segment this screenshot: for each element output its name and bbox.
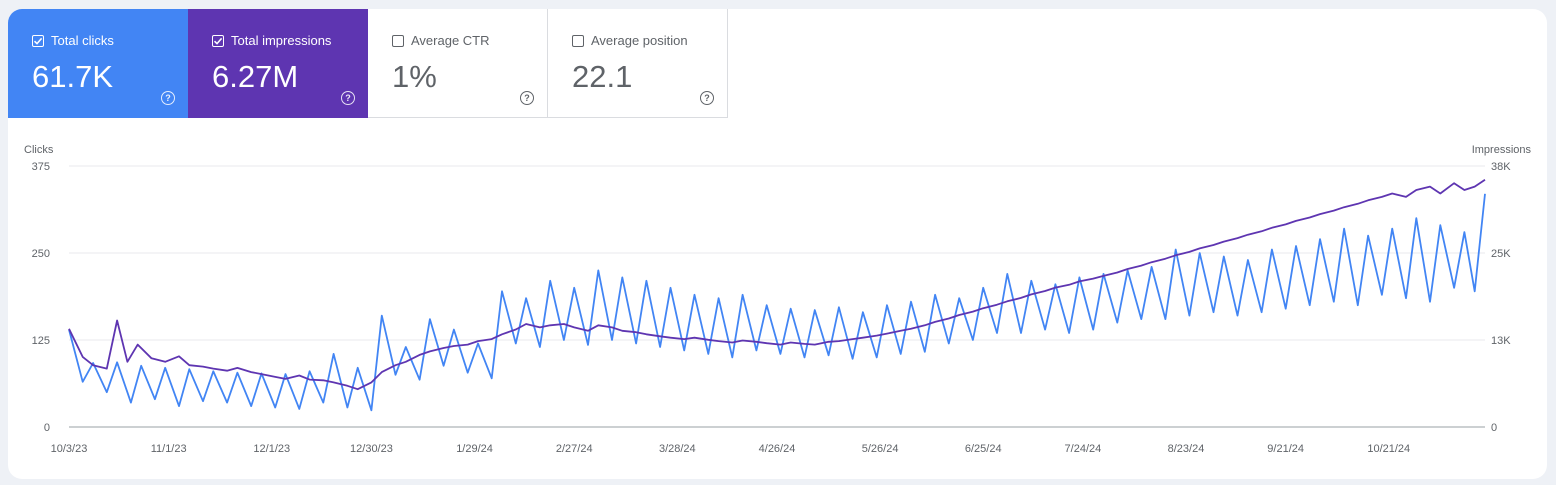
y-tick-right: 13K — [1491, 335, 1511, 347]
metric-average-position[interactable]: Average position 22.1 ? — [548, 9, 728, 118]
metric-value: 22.1 — [572, 59, 633, 94]
metric-value: 61.7K — [32, 59, 114, 94]
x-tick-label: 4/26/24 — [759, 443, 796, 455]
x-tick-label: 3/28/24 — [659, 443, 696, 455]
x-tick-label: 11/1/23 — [151, 443, 187, 455]
y-axis-right-label: Impressions — [1472, 144, 1532, 156]
y-tick-right: 25K — [1491, 248, 1511, 260]
y-tick-left: 0 — [44, 422, 50, 434]
x-tick-label: 6/25/24 — [965, 443, 1002, 455]
metric-total-impressions[interactable]: Total impressions 6.27M ? — [188, 9, 368, 118]
x-tick-label: 10/3/23 — [51, 443, 88, 455]
metric-label: Total clicks — [51, 33, 114, 48]
series-line-clicks — [68, 193, 1486, 412]
x-tick-label: 8/23/24 — [1168, 443, 1205, 455]
help-icon[interactable]: ? — [520, 91, 534, 105]
help-icon[interactable]: ? — [700, 91, 714, 105]
y-axis-left-ticks: 0 125 250 375 — [32, 161, 50, 434]
x-tick-label: 7/24/24 — [1065, 443, 1102, 455]
checkbox-unchecked-icon[interactable] — [392, 35, 404, 47]
metric-label: Total impressions — [231, 33, 332, 48]
y-tick-right: 38K — [1491, 161, 1511, 173]
metric-value: 1% — [392, 59, 437, 94]
y-tick-left: 250 — [32, 248, 50, 260]
performance-chart[interactable]: Clicks Impressions 0 125 250 375 0 13K 25K 38K… — [8, 9, 1547, 479]
series-line-impressions — [68, 178, 1486, 391]
x-axis-ticks: 10/3/23 11/1/23 12/1/23 12/30/23 1/29/24 2/27… — [51, 443, 1411, 455]
x-tick-label: 2/27/24 — [556, 443, 593, 455]
metric-label: Average CTR — [411, 33, 490, 48]
x-tick-label: 12/1/23 — [253, 443, 290, 455]
chart-series — [68, 178, 1486, 412]
checkbox-unchecked-icon[interactable] — [572, 35, 584, 47]
x-tick-label: 10/21/24 — [1367, 443, 1410, 455]
checkbox-checked-icon[interactable] — [32, 35, 44, 47]
help-icon[interactable]: ? — [341, 91, 355, 105]
metric-total-clicks[interactable]: Total clicks 61.7K ? — [8, 9, 188, 118]
x-tick-label: 5/26/24 — [862, 443, 899, 455]
y-tick-right: 0 — [1491, 422, 1497, 434]
y-tick-left: 125 — [32, 335, 50, 347]
x-tick-label: 1/29/24 — [456, 443, 493, 455]
metric-value: 6.27M — [212, 59, 299, 94]
help-icon[interactable]: ? — [161, 91, 175, 105]
performance-card: Total clicks 61.7K ? Total impressions 6… — [8, 9, 1547, 479]
x-tick-label: 9/21/24 — [1267, 443, 1304, 455]
checkbox-checked-icon[interactable] — [212, 35, 224, 47]
x-tick-label: 12/30/23 — [350, 443, 393, 455]
y-axis-left-label: Clicks — [24, 144, 54, 156]
metric-average-ctr[interactable]: Average CTR 1% ? — [368, 9, 548, 118]
y-axis-right-ticks: 0 13K 25K 38K — [1491, 161, 1511, 434]
y-tick-left: 375 — [32, 161, 50, 173]
metric-label: Average position — [591, 33, 688, 48]
